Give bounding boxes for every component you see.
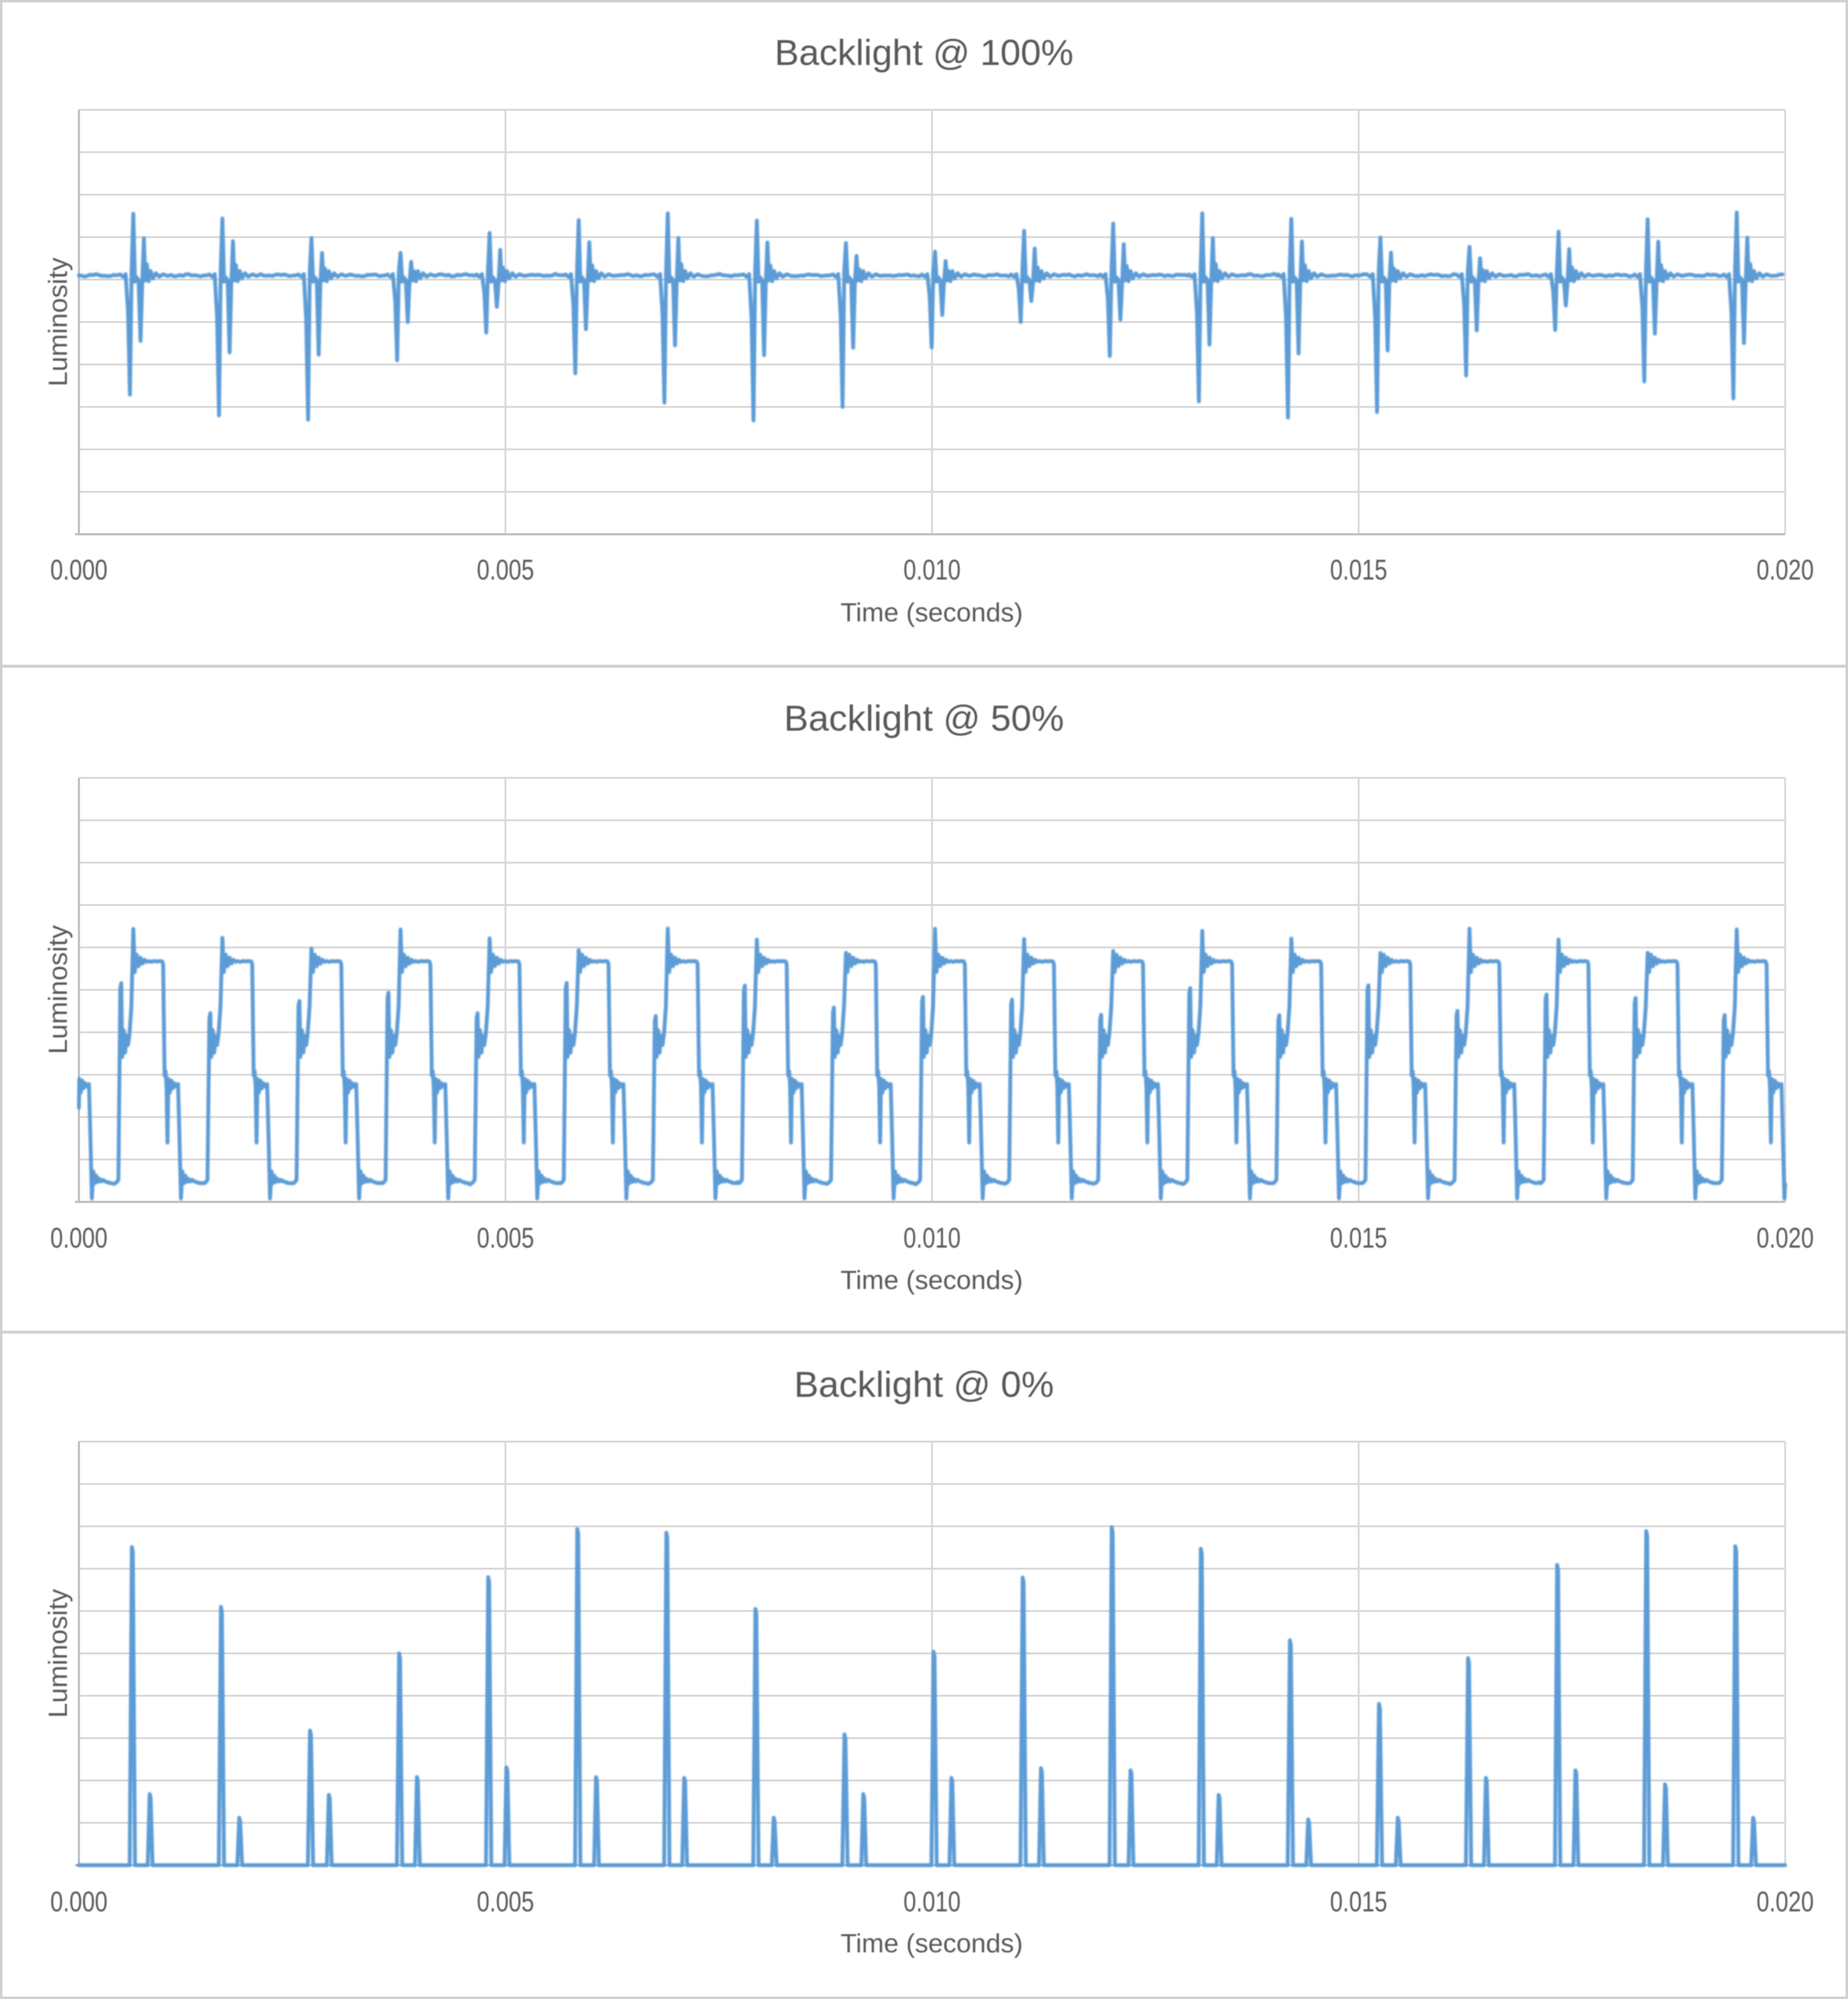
svg-text:Luminosity: Luminosity (43, 257, 73, 387)
svg-text:0.010: 0.010 (903, 1222, 961, 1254)
svg-text:0.020: 0.020 (1757, 554, 1814, 586)
svg-text:0.005: 0.005 (477, 1886, 534, 1918)
svg-text:0.015: 0.015 (1330, 1222, 1387, 1254)
svg-text:0.015: 0.015 (1330, 554, 1387, 586)
svg-text:0.000: 0.000 (51, 554, 108, 586)
svg-text:Time (seconds): Time (seconds) (841, 1265, 1023, 1295)
svg-text:0.000: 0.000 (51, 1222, 108, 1254)
svg-text:0.010: 0.010 (903, 554, 961, 586)
svg-text:0.005: 0.005 (477, 554, 534, 586)
svg-text:0.020: 0.020 (1757, 1886, 1814, 1918)
svg-text:0.000: 0.000 (51, 1886, 108, 1918)
svg-text:0.015: 0.015 (1330, 1886, 1387, 1918)
svg-text:Time (seconds): Time (seconds) (841, 597, 1023, 627)
svg-text:Luminosity: Luminosity (43, 1588, 73, 1718)
svg-text:0.020: 0.020 (1757, 1222, 1814, 1254)
svg-text:0.005: 0.005 (477, 1222, 534, 1254)
svg-text:Backlight @ 50%: Backlight @ 50% (784, 698, 1064, 738)
svg-text:Luminosity: Luminosity (43, 925, 73, 1054)
svg-text:Backlight @ 100%: Backlight @ 100% (775, 32, 1074, 73)
svg-text:Backlight @ 0%: Backlight @ 0% (794, 1364, 1054, 1405)
svg-text:0.010: 0.010 (903, 1886, 961, 1918)
svg-text:Time (seconds): Time (seconds) (841, 1928, 1023, 1958)
